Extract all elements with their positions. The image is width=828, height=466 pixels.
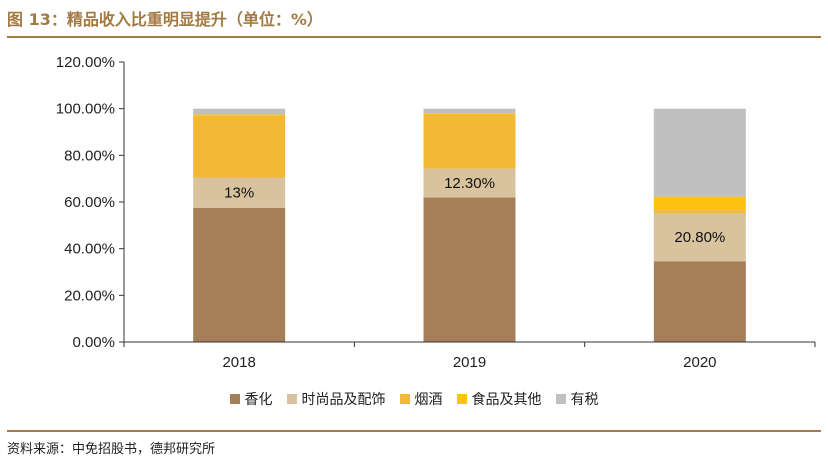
bar-segment xyxy=(193,207,286,342)
bar-segment xyxy=(423,113,516,115)
legend-label: 食品及其他 xyxy=(471,392,542,408)
legend-swatch xyxy=(399,394,410,404)
bar-segment xyxy=(653,261,746,342)
legend-label: 时尚品及配饰 xyxy=(301,392,386,408)
x-axis: 2018 2019 2020 xyxy=(123,341,816,371)
legend-swatch xyxy=(555,394,566,404)
legend-item: 食品及其他 xyxy=(456,389,542,409)
x-tick-label: 2020 xyxy=(683,354,716,371)
legend: 香化 时尚品及配饰 烟酒 食品及其他 有税 xyxy=(0,389,828,409)
bar-segment xyxy=(193,177,286,208)
bar-segment xyxy=(193,114,286,116)
legend-item: 有税 xyxy=(555,389,599,409)
data-label: 13% xyxy=(224,185,254,202)
bar-segment xyxy=(423,168,516,198)
legend-item: 烟酒 xyxy=(399,389,443,409)
source-rule xyxy=(7,430,821,432)
legend-item: 时尚品及配饰 xyxy=(286,389,386,409)
data-label: 20.80% xyxy=(674,229,725,246)
bar-segment xyxy=(193,115,286,178)
legend-label: 有税 xyxy=(570,392,599,408)
legend-swatch xyxy=(286,394,297,404)
bar-segment xyxy=(653,108,746,197)
legend-swatch xyxy=(229,394,240,404)
bar-segment xyxy=(423,108,516,114)
stacked-bar-chart: 0.00% 20.00% 40.00% 60.00% 80.00% 100.00% 120.… xyxy=(56,54,816,371)
bar-segment xyxy=(423,197,516,342)
x-tick-label: 2018 xyxy=(222,354,255,371)
data-labels: 13% 12.30% 20.80% xyxy=(224,175,725,246)
legend-swatch xyxy=(456,394,467,404)
y-tick-label: 100.00% xyxy=(56,101,115,118)
bar-segment xyxy=(653,210,746,213)
bars xyxy=(193,108,746,342)
legend-item: 香化 xyxy=(229,389,273,409)
y-axis: 0.00% 20.00% 40.00% 60.00% 80.00% 100.00% 120.… xyxy=(56,54,125,351)
legend-label: 香化 xyxy=(244,392,273,408)
bar-segment xyxy=(423,114,516,169)
figure-title: 图 13：精品收入比重明显提升（单位：%） xyxy=(7,10,323,29)
y-tick-label: 120.00% xyxy=(56,54,115,71)
y-tick-label: 20.00% xyxy=(64,287,115,304)
bar-segment xyxy=(653,212,746,262)
y-tick-label: 80.00% xyxy=(64,147,115,164)
data-label: 12.30% xyxy=(444,175,495,192)
bar-segment xyxy=(653,196,746,211)
y-tick-label: 60.00% xyxy=(64,194,115,211)
title-rule xyxy=(7,36,821,38)
x-tick-label: 2019 xyxy=(453,354,486,371)
legend-label: 烟酒 xyxy=(414,392,443,408)
y-tick-label: 40.00% xyxy=(64,241,115,258)
y-tick-label: 0.00% xyxy=(72,334,115,351)
source-note: 资料来源：中免招股书，德邦研究所 xyxy=(7,442,216,457)
bar-segment xyxy=(193,108,286,115)
